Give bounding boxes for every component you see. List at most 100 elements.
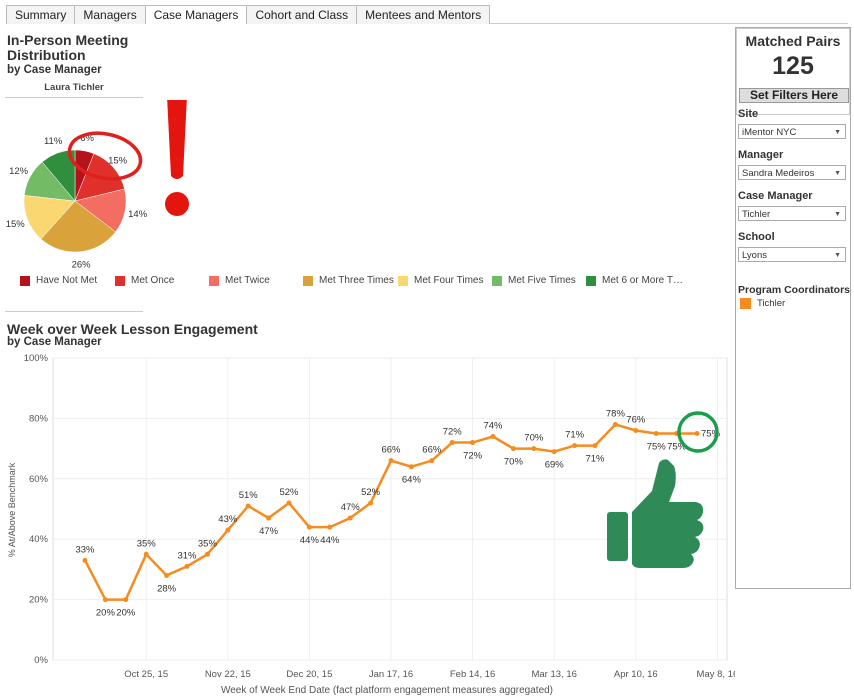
data-label: 64%	[402, 475, 422, 486]
data-point[interactable]	[612, 421, 618, 427]
legend-label: Met Once	[131, 275, 175, 286]
legend-label: Met Three Times	[319, 275, 394, 286]
pie-chart: 6% 15% 14% 26% 15% 12% 11%	[6, 100, 189, 270]
data-label: 35%	[198, 538, 218, 549]
data-label: 28%	[157, 583, 177, 594]
tab-case-managers[interactable]: Case Managers	[144, 5, 248, 24]
data-point[interactable]	[531, 446, 537, 452]
data-label: 47%	[341, 502, 361, 513]
data-label: 44%	[320, 535, 340, 546]
y-tick-label: 40%	[29, 534, 49, 545]
data-point[interactable]	[102, 597, 108, 603]
site-filter-label: Site	[738, 108, 759, 120]
data-point[interactable]	[204, 551, 210, 557]
data-point[interactable]	[572, 443, 578, 449]
pie-slice-label: 14%	[128, 209, 148, 220]
pie-slice[interactable]	[23, 195, 76, 240]
data-point[interactable]	[306, 524, 312, 530]
chevron-down-icon: ▼	[834, 170, 841, 177]
data-label: 69%	[545, 460, 565, 471]
plot-area	[52, 357, 728, 661]
pie-slice[interactable]	[40, 200, 116, 253]
manager-filter-label: Manager	[738, 149, 784, 161]
data-point[interactable]	[510, 446, 516, 452]
data-label: 72%	[463, 451, 483, 462]
data-point[interactable]	[592, 443, 598, 449]
case-manager-filter-label: Case Manager	[738, 190, 813, 202]
program-coordinator-legend-item[interactable]: Tichler	[740, 298, 785, 309]
data-point[interactable]	[694, 431, 700, 436]
data-label: 31%	[177, 550, 197, 561]
data-label: 71%	[565, 430, 585, 441]
annotation-ellipse	[67, 131, 143, 181]
legend-swatch	[303, 275, 313, 286]
x-tick-label: Mar 13, 16	[531, 669, 576, 680]
chevron-down-icon: ▼	[834, 252, 841, 259]
tab-summary[interactable]: Summary	[6, 5, 76, 24]
legend-swatch	[20, 275, 30, 286]
section-divider	[5, 311, 143, 312]
data-label: 20%	[116, 608, 136, 619]
data-point[interactable]	[429, 458, 435, 464]
tab-cohort-and-class[interactable]: Cohort and Class	[246, 5, 358, 24]
data-point[interactable]	[123, 597, 129, 603]
x-tick-label: Oct 25, 15	[124, 669, 168, 680]
legend-item[interactable]: Met Five Times	[492, 275, 576, 286]
tab-managers[interactable]: Managers	[74, 5, 146, 24]
data-point[interactable]	[470, 440, 476, 446]
site-dropdown[interactable]: iMentor NYC ▼	[738, 124, 846, 139]
y-axis-title: % At/Above Benchmark	[7, 462, 17, 557]
data-point[interactable]	[551, 449, 557, 455]
pie-slice-label: 12%	[9, 166, 29, 177]
data-point[interactable]	[408, 464, 414, 470]
legend-swatch	[586, 275, 596, 286]
pie-slice[interactable]	[41, 149, 76, 202]
tab-mentees-and-mentors[interactable]: Mentees and Mentors	[356, 5, 491, 24]
data-point[interactable]	[368, 500, 374, 506]
data-label: 71%	[585, 454, 605, 465]
manager-dropdown[interactable]: Sandra Medeiros ▼	[738, 165, 846, 180]
color-swatch	[740, 298, 751, 309]
data-point[interactable]	[266, 515, 272, 521]
data-point[interactable]	[184, 563, 190, 569]
exclamation-icon	[165, 100, 189, 216]
data-point[interactable]	[225, 527, 231, 533]
filter-panel: Matched Pairs 125 Set Filters Here Site …	[735, 27, 851, 589]
data-point[interactable]	[143, 551, 149, 557]
legend-item[interactable]: Have Not Met	[20, 275, 97, 286]
legend-item[interactable]: Met Once	[115, 275, 174, 286]
data-label: 66%	[422, 445, 442, 456]
legend-item[interactable]: Met Four Times	[398, 275, 483, 286]
case-manager-dropdown[interactable]: Tichler ▼	[738, 206, 846, 221]
school-dropdown[interactable]: Lyons ▼	[738, 247, 846, 262]
data-label: 47%	[259, 526, 279, 537]
pie-slice-label: 26%	[72, 260, 92, 270]
data-point[interactable]	[286, 500, 292, 506]
program-coordinators-label: Program Coordinators	[738, 284, 851, 296]
y-tick-label: 80%	[29, 413, 49, 424]
data-point[interactable]	[490, 434, 496, 440]
legend-item[interactable]: Met Three Times	[303, 275, 394, 286]
data-label: 75%	[667, 442, 687, 453]
pie-slice-label: 15%	[108, 155, 128, 166]
pie-slice-label: 11%	[44, 136, 63, 147]
data-point[interactable]	[388, 458, 394, 464]
pie-slice-label: 6%	[80, 133, 94, 144]
data-point[interactable]	[633, 427, 639, 433]
y-tick-label: 20%	[29, 595, 49, 606]
data-label: 78%	[606, 408, 626, 419]
school-dropdown-value: Lyons	[742, 250, 767, 261]
legend-label: Met Five Times	[508, 275, 576, 286]
data-label: 20%	[96, 608, 116, 619]
data-point[interactable]	[347, 515, 353, 521]
matched-pairs-box	[736, 28, 850, 115]
data-point[interactable]	[82, 557, 88, 563]
data-label: 52%	[361, 487, 381, 498]
data-point[interactable]	[245, 503, 251, 509]
legend-item[interactable]: Met 6 or More T…	[586, 275, 683, 286]
data-point[interactable]	[327, 524, 333, 530]
data-point[interactable]	[449, 440, 455, 446]
data-point[interactable]	[653, 431, 659, 436]
legend-item[interactable]: Met Twice	[209, 275, 270, 286]
data-point[interactable]	[164, 572, 170, 578]
